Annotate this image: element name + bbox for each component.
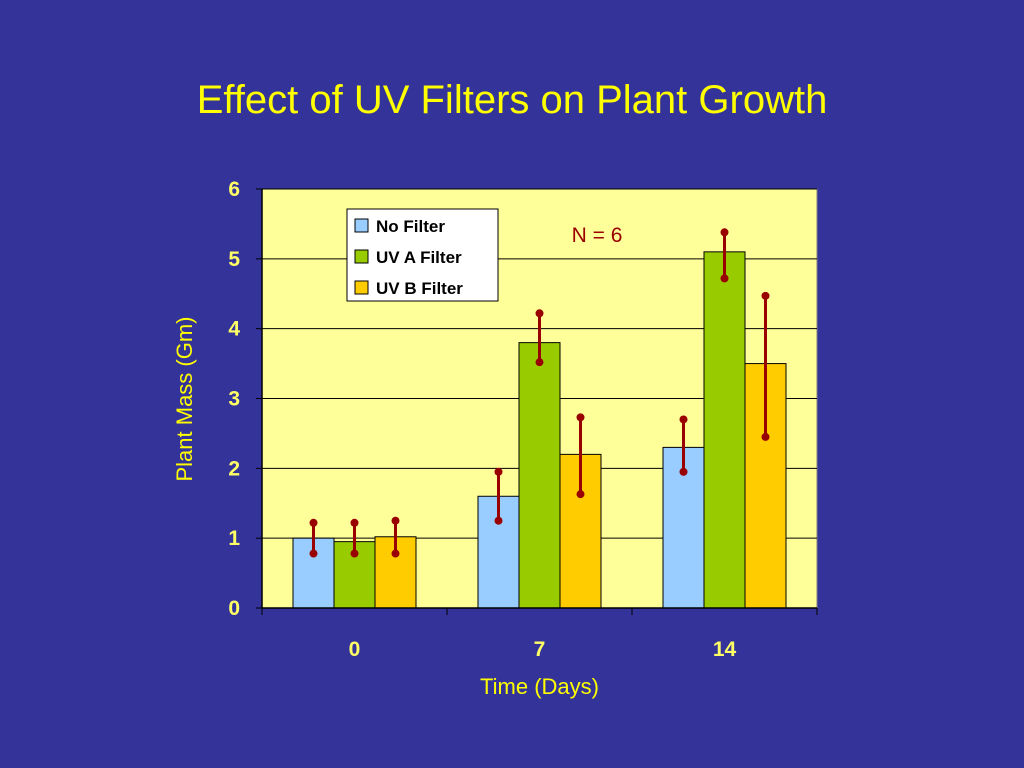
error-cap [350,549,359,558]
error-cap [494,516,503,525]
bars [292,251,787,609]
axes: 0 1 2 3 4 5 6 0 7 14 [228,178,818,661]
error-cap [350,518,359,527]
legend-swatch [354,249,369,264]
error-cap [679,467,688,476]
y-tick-label: 6 [228,178,240,201]
y-tick-label: 1 [228,527,240,550]
y-axis-title: Plant Mass (Gm) [172,316,197,481]
y-tick-label: 4 [228,318,240,341]
error-cap [309,518,318,527]
legend: No Filter UV A Filter UV B Filter [346,208,499,302]
error-cap [720,228,729,237]
slide-title: Effect of UV Filters on Plant Growth [196,78,828,122]
legend-label: UV A Filter [376,248,462,267]
x-tick-label: 7 [534,638,546,661]
error-cap [494,467,503,476]
bar [518,342,561,609]
y-tick-label: 3 [228,388,240,411]
error-cap [309,549,318,558]
x-axis-title: Time (Days) [480,674,599,699]
legend-swatch [354,218,369,233]
sample-size-annotation: N = 6 [572,224,623,247]
bar [703,251,746,609]
legend-swatch [354,280,369,295]
legend-label: UV B Filter [376,279,463,298]
error-cap [761,432,770,441]
error-bars [309,228,770,558]
error-cap [391,549,400,558]
error-cap [761,291,770,300]
error-cap [576,413,585,422]
x-tick-label: 0 [349,638,361,661]
x-tick-label: 14 [713,638,737,661]
y-tick-label: 5 [228,248,240,271]
legend-box [346,208,499,302]
error-cap [679,415,688,424]
error-cap [535,309,544,318]
error-cap [391,516,400,525]
error-cap [576,490,585,499]
y-tick-label: 2 [228,457,240,480]
legend-label: No Filter [376,217,445,236]
error-cap [720,274,729,283]
y-tick-label: 0 [228,597,240,620]
error-cap [535,358,544,367]
